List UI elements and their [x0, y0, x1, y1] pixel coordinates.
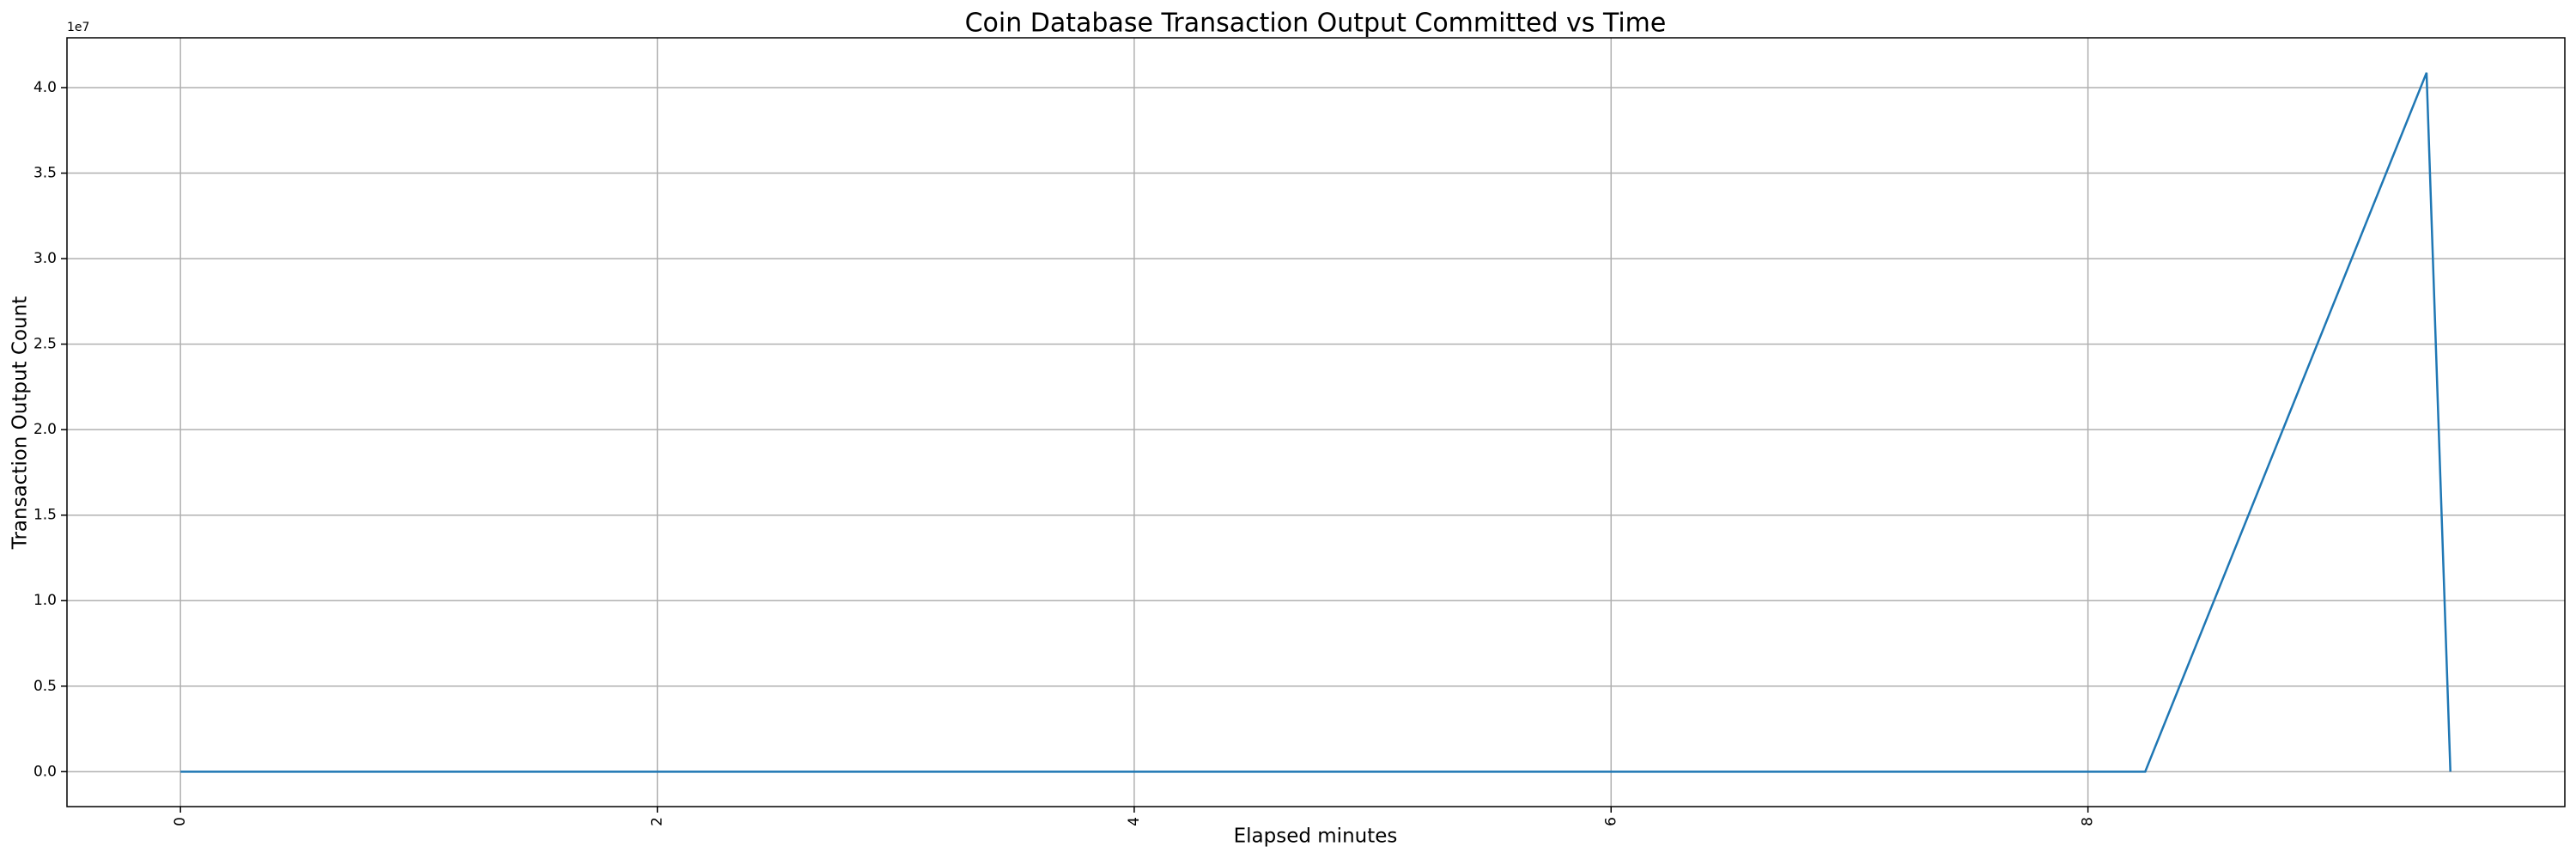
y-tick-label: 3.5	[33, 165, 57, 182]
x-tick-label: 0	[172, 817, 189, 826]
y-offset-label: 1e7	[67, 21, 89, 34]
x-tick-label: 8	[2080, 817, 2097, 826]
x-axis-label: Elapsed minutes	[1234, 825, 1398, 848]
x-tick-label: 4	[1126, 817, 1143, 826]
y-tick-label: 1.0	[33, 592, 57, 609]
plot-frame	[66, 37, 2566, 807]
y-tick-label: 0.5	[33, 678, 57, 695]
chart-title: Coin Database Transaction Output Committ…	[965, 9, 1667, 39]
data-line	[180, 72, 2451, 773]
y-tick-label: 3.0	[33, 250, 57, 267]
y-tick-label: 0.0	[33, 763, 57, 780]
y-tick-label: 2.0	[33, 421, 57, 438]
y-tick-label: 1.5	[33, 507, 57, 524]
x-tick-label: 6	[1602, 817, 1619, 826]
y-axis-label: Transaction Output Count	[9, 296, 32, 550]
y-tick-label: 4.0	[33, 79, 57, 96]
x-tick-label: 2	[649, 817, 666, 826]
y-tick-label: 2.5	[33, 336, 57, 353]
